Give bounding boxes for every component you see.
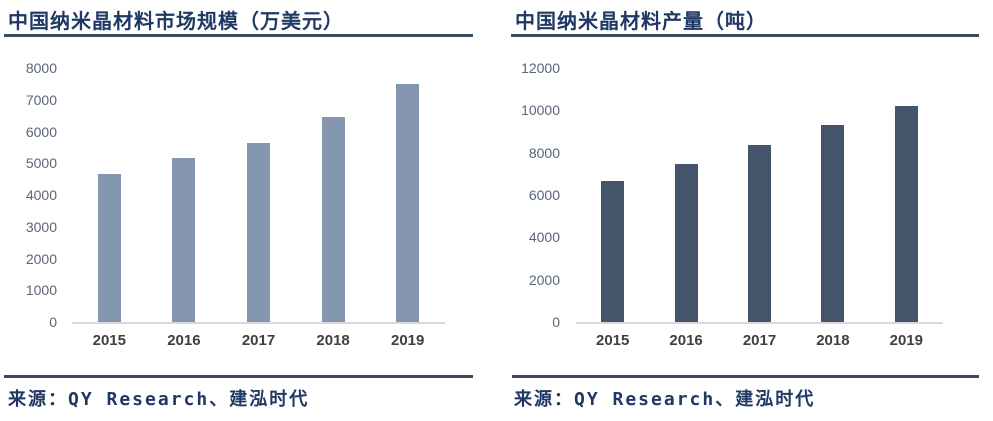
bar-2019 bbox=[894, 106, 918, 322]
chart-title: 中国纳米晶材料产量（吨） bbox=[515, 11, 767, 33]
title-rule bbox=[4, 34, 473, 37]
x-axis-baseline bbox=[576, 322, 943, 324]
bar-2015 bbox=[601, 181, 625, 322]
bar-2017 bbox=[247, 142, 270, 322]
bar-2016 bbox=[172, 158, 196, 322]
y-tick-label: 6000 bbox=[528, 187, 560, 203]
chart-title: 中国纳米晶材料市场规模（万美元） bbox=[8, 11, 344, 33]
y-tick-label: 8000 bbox=[528, 144, 560, 161]
y-tick-label: 4000 bbox=[528, 229, 560, 246]
y-tick-label: 0 bbox=[49, 314, 57, 330]
x-tick-label-2019: 2019 bbox=[391, 332, 425, 349]
bar-2018 bbox=[821, 125, 845, 322]
source-rule bbox=[512, 375, 979, 378]
x-tick-label-2017: 2017 bbox=[241, 332, 276, 349]
y-tick-label: 3000 bbox=[25, 218, 57, 235]
y-tick-label: 8000 bbox=[25, 60, 57, 76]
chart-panel-production: 中国纳米晶材料产量（吨） 0 2000 4000 6000 8000 10000 12000… bbox=[497, 0, 993, 421]
x-tick-label-2015: 2015 bbox=[596, 332, 630, 349]
x-tick-label-2016: 2016 bbox=[669, 332, 703, 349]
x-tick-label-2016: 2016 bbox=[167, 332, 201, 349]
bar-2019 bbox=[396, 83, 420, 322]
chart-panel-market-size: 中国纳米晶材料市场规模（万美元） 0 1000 2000 3000 4000 5000 60… bbox=[0, 0, 496, 421]
bar-chart-production: 0 2000 4000 6000 8000 10000 12000 2015 2016 2017 2… bbox=[497, 0, 993, 421]
y-tick-label: 12000 bbox=[521, 60, 560, 76]
bar-2015 bbox=[97, 174, 121, 322]
title-rule bbox=[511, 34, 979, 37]
y-tick-label: 10000 bbox=[521, 102, 560, 119]
x-tick-label-2018: 2018 bbox=[316, 332, 350, 349]
source-note: 来源：QY Research、建泓时代 bbox=[8, 389, 310, 410]
y-tick-label: 7000 bbox=[25, 91, 57, 108]
bar-2016 bbox=[674, 164, 698, 322]
bar-2017 bbox=[748, 145, 771, 322]
y-tick-label: 2000 bbox=[25, 250, 57, 267]
y-tick-label: 4000 bbox=[25, 187, 57, 203]
x-tick-label-2018: 2018 bbox=[816, 332, 850, 349]
source-note: 来源：QY Research、建泓时代 bbox=[514, 389, 816, 410]
x-tick-label-2017: 2017 bbox=[742, 332, 777, 349]
y-tick-label: 1000 bbox=[25, 282, 57, 299]
bar-2018 bbox=[321, 117, 345, 322]
x-tick-label-2019: 2019 bbox=[889, 332, 923, 349]
y-tick-label: 5000 bbox=[25, 155, 57, 172]
x-axis-baseline bbox=[72, 322, 445, 324]
source-rule bbox=[4, 375, 473, 378]
x-tick-label-2015: 2015 bbox=[92, 332, 126, 349]
y-tick-label: 2000 bbox=[528, 271, 560, 288]
y-tick-label: 6000 bbox=[25, 123, 57, 140]
y-tick-label: 0 bbox=[552, 314, 560, 330]
bar-chart-market-size: 0 1000 2000 3000 4000 5000 6000 7000 8000 2015 201… bbox=[0, 0, 496, 421]
